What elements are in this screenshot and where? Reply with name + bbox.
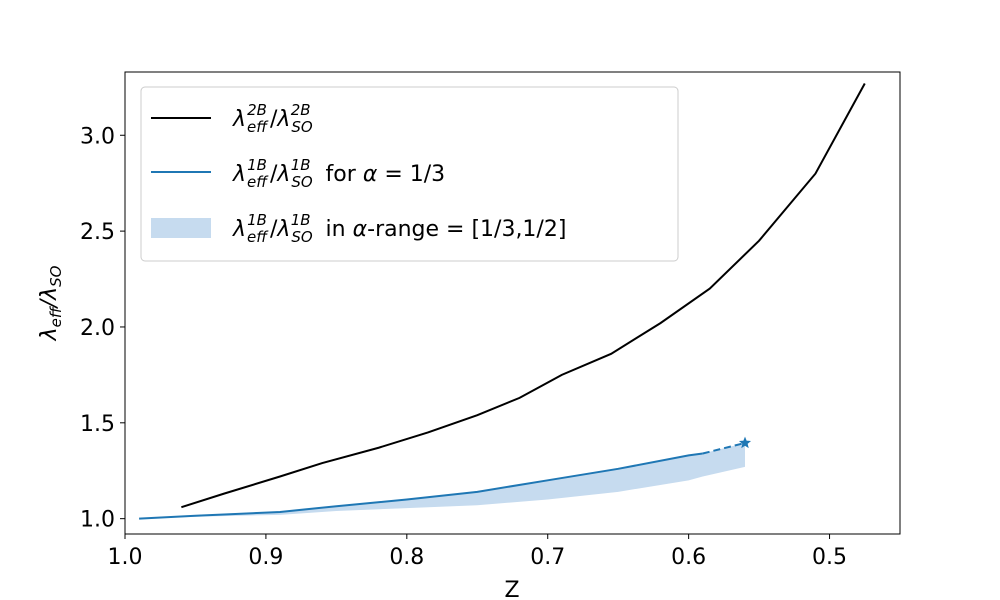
legend-box [140,86,679,262]
plot-frame [124,71,901,535]
x-tick-label: 0.9 [248,545,283,570]
y-axis-ticks: 1.0 1.5 2.0 2.5 3.0 [80,124,125,533]
series-line-2 [702,441,746,455]
legend-swatch-band [151,218,211,238]
band-layer [139,442,745,519]
legend-label-1b: λeff1B/λSO1B for α = 1/3 [232,156,445,191]
x-axis-title: Z [504,578,519,600]
series-line-0 [181,83,866,509]
series-line-1 [139,452,703,520]
series-layer [139,83,866,520]
y-tick-label: 2.0 [80,316,115,341]
legend: λeff2B/λSO2B λeff1B/λSO1B for α = 1/3 λe… [140,86,679,262]
y-tick-label: 3.0 [80,124,115,149]
alpha-range-band [139,442,745,519]
x-tick-label: 1.0 [108,545,143,570]
y-axis-title: λeff/λSO [37,265,65,341]
x-axis-ticks: 1.0 0.9 0.8 0.7 0.6 0.5 [108,534,847,570]
star-marker [738,436,752,449]
y-tick-label: 1.5 [80,412,115,437]
x-tick-label: 0.7 [530,545,565,570]
x-tick-label: 0.6 [671,545,706,570]
x-tick-label: 0.8 [389,545,424,570]
y-tick-label: 1.0 [80,508,115,533]
x-tick-label: 0.5 [812,545,847,570]
y-tick-label: 2.5 [80,220,115,245]
legend-label-2b: λeff2B/λSO2B [232,101,313,136]
marker-layer [738,436,752,449]
svg-text:λeff/λSO: λeff/λSO [37,265,65,341]
legend-label-band: λeff1B/λSO1B in α-range = [1/3,1/2] [232,211,566,246]
